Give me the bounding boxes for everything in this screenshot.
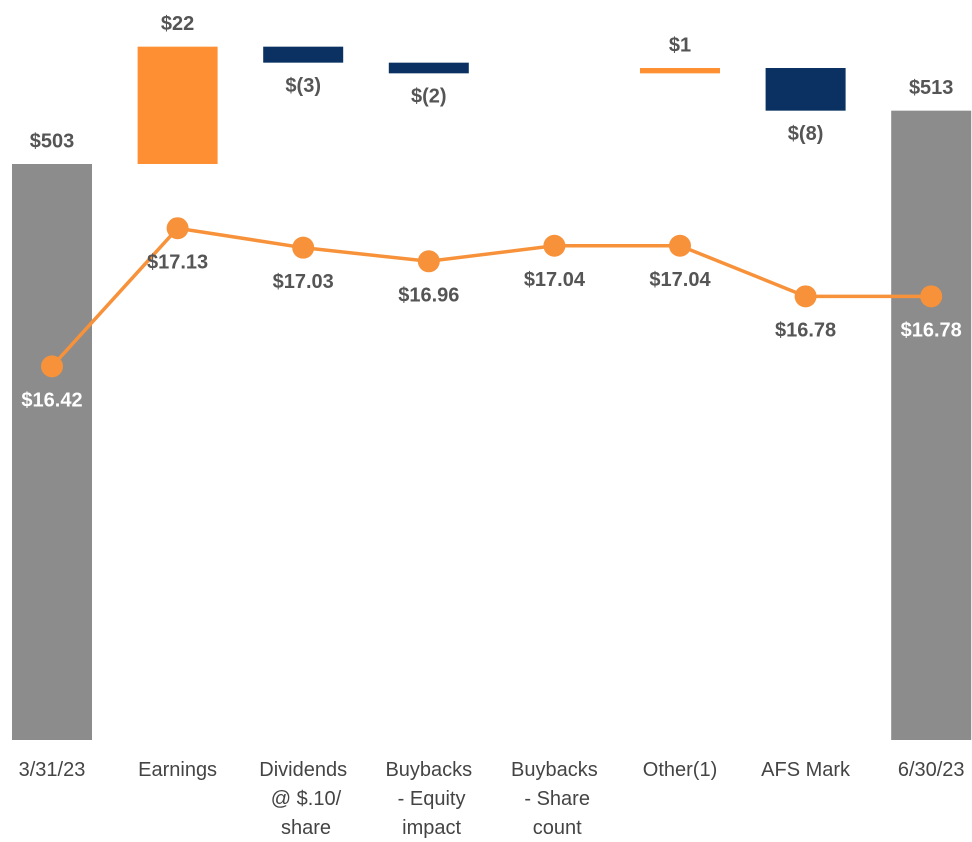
line-point	[166, 217, 189, 240]
line-point	[417, 250, 440, 273]
x-tick-label-line: share	[275, 817, 331, 839]
line	[50, 226, 932, 368]
x-tick-label: Buybacks - Share count	[511, 759, 598, 839]
line-point	[669, 234, 691, 257]
x-tick-label-line: AFS Mark	[761, 759, 851, 781]
x-tick-label-line: 3/31/23	[19, 759, 86, 781]
x-tick-label-line: impact	[397, 817, 462, 839]
line-point	[920, 285, 943, 308]
x-tick-label-line: - Share	[519, 788, 590, 810]
x-tick-label: 6/30/23	[898, 759, 965, 781]
x-tick-label: Dividends @ $.10/ share	[259, 759, 347, 839]
line-value-label: $16.96	[398, 285, 459, 307]
line-point	[292, 236, 315, 259]
line-point	[41, 355, 63, 378]
bar	[891, 110, 972, 740]
line-value-label: $17.13	[147, 251, 208, 273]
line-value-label: $17.04	[649, 269, 711, 291]
x-tick-label-line: 6/30/23	[898, 759, 965, 781]
line-value-label: $16.78	[901, 320, 962, 342]
line-value-label: $17.04	[524, 269, 586, 291]
bar	[137, 46, 218, 164]
x-tick-label: Buybacks - Equity impact	[385, 759, 472, 839]
bar-value-label: $(3)	[285, 75, 321, 97]
bar	[263, 46, 344, 63]
bar-value-label: $1	[669, 34, 691, 56]
line-point	[543, 234, 566, 257]
x-tick-label-line: count	[527, 817, 582, 839]
line-value-label: $16.78	[775, 320, 836, 342]
bar	[388, 62, 469, 74]
bar-value-label: $(8)	[788, 123, 824, 145]
x-tick-label-line: @ $.10/	[265, 788, 341, 810]
bar	[765, 68, 846, 111]
x-tick-label-line: Buybacks	[385, 759, 472, 781]
x-tick-label-line: Earnings	[138, 759, 217, 781]
bar-value-label: $22	[161, 13, 194, 35]
bar-value-label: $513	[909, 77, 954, 99]
x-tick-label-line: - Equity	[392, 788, 465, 810]
x-tick-label-line: Other(1)	[643, 759, 717, 781]
bar	[12, 164, 92, 740]
x-tick-label-line: Dividends	[259, 759, 347, 781]
bar-value-label: $(2)	[411, 86, 447, 108]
line-value-label: $16.42	[21, 390, 82, 412]
x-tick-label: Earnings	[138, 759, 217, 781]
x-tick-label-line: Buybacks	[511, 759, 598, 781]
line-value-label: $17.03	[273, 271, 334, 293]
bar	[640, 68, 720, 74]
x-tick-label: 3/31/23	[19, 759, 86, 781]
x-tick-label: Other(1)	[643, 759, 717, 781]
bar-value-label: $503	[30, 130, 75, 152]
line-point	[794, 285, 817, 308]
x-tick-label: AFS Mark	[761, 759, 851, 781]
